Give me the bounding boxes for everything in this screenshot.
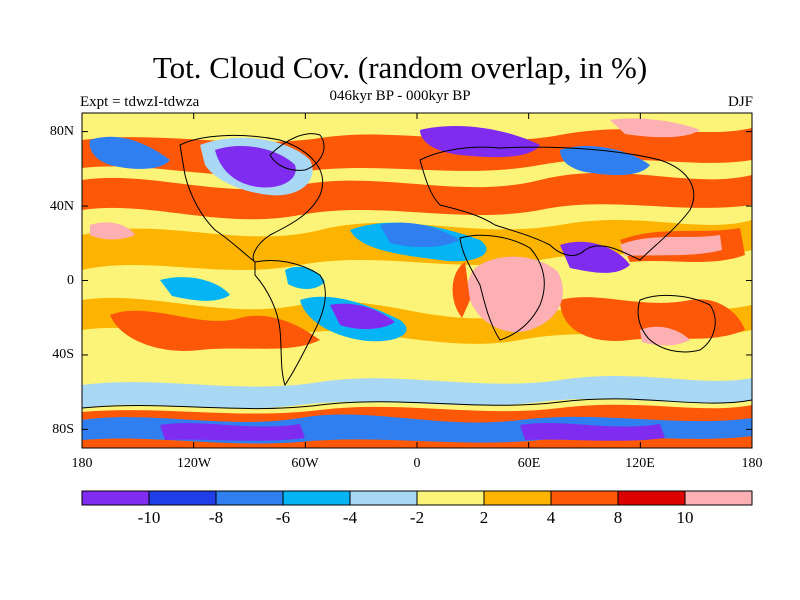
axis-ticks bbox=[81, 113, 753, 448]
colorbar-label-7: 4 bbox=[546, 508, 556, 527]
lat-label-80n: 80N bbox=[49, 124, 74, 139]
cloud-anomaly-field bbox=[82, 113, 752, 448]
colorbar-label-2: -8 bbox=[208, 508, 224, 527]
colorbar bbox=[81, 490, 753, 506]
map-title: Tot. Cloud Cov. (random overlap, in %) bbox=[152, 50, 648, 85]
colorbar-label-5: -2 bbox=[409, 508, 425, 527]
lon-label-60e: 60E bbox=[517, 456, 541, 471]
lon-label-120w: 120W bbox=[176, 456, 212, 471]
lon-label-0: 0 bbox=[413, 456, 421, 471]
lon-label-60w: 60W bbox=[291, 456, 319, 471]
colorbar-swatch-10 bbox=[684, 490, 753, 506]
colorbar-swatch-9 bbox=[617, 490, 686, 506]
experiment-label: Expt = tdwzI-tdwza bbox=[80, 94, 200, 110]
colorbar-label-8: 8 bbox=[613, 508, 623, 527]
colorbar-label-4: -4 bbox=[342, 508, 358, 527]
lon-label-120e: 120E bbox=[625, 456, 655, 471]
colorbar-swatch-8 bbox=[550, 490, 619, 506]
colorbar-swatch-4 bbox=[282, 490, 351, 506]
season-label: DJF bbox=[727, 94, 753, 110]
lon-label-180e: 180 bbox=[741, 456, 763, 471]
coastlines bbox=[82, 133, 752, 410]
lat-label-40n: 40N bbox=[49, 199, 74, 214]
colorbar-swatch-7 bbox=[483, 490, 552, 506]
lat-label-0: 0 bbox=[67, 273, 74, 288]
colorbar-label-9: 10 bbox=[676, 508, 694, 527]
colorbar-swatch-1 bbox=[81, 490, 150, 506]
colorbar-swatch-6 bbox=[416, 490, 485, 506]
map-subtitle: 046kyr BP - 000kyr BP bbox=[329, 88, 471, 104]
colorbar-swatch-2 bbox=[148, 490, 217, 506]
colorbar-label-1: -10 bbox=[137, 508, 161, 527]
colorbar-label-3: -6 bbox=[275, 508, 291, 527]
lon-label-180w: 180 bbox=[71, 456, 93, 471]
lat-label-80s: 80S bbox=[52, 422, 74, 437]
colorbar-swatch-3 bbox=[215, 490, 284, 506]
colorbar-label-6: 2 bbox=[479, 508, 489, 527]
colorbar-swatch-5 bbox=[349, 490, 418, 506]
lat-label-40s: 40S bbox=[52, 347, 74, 362]
